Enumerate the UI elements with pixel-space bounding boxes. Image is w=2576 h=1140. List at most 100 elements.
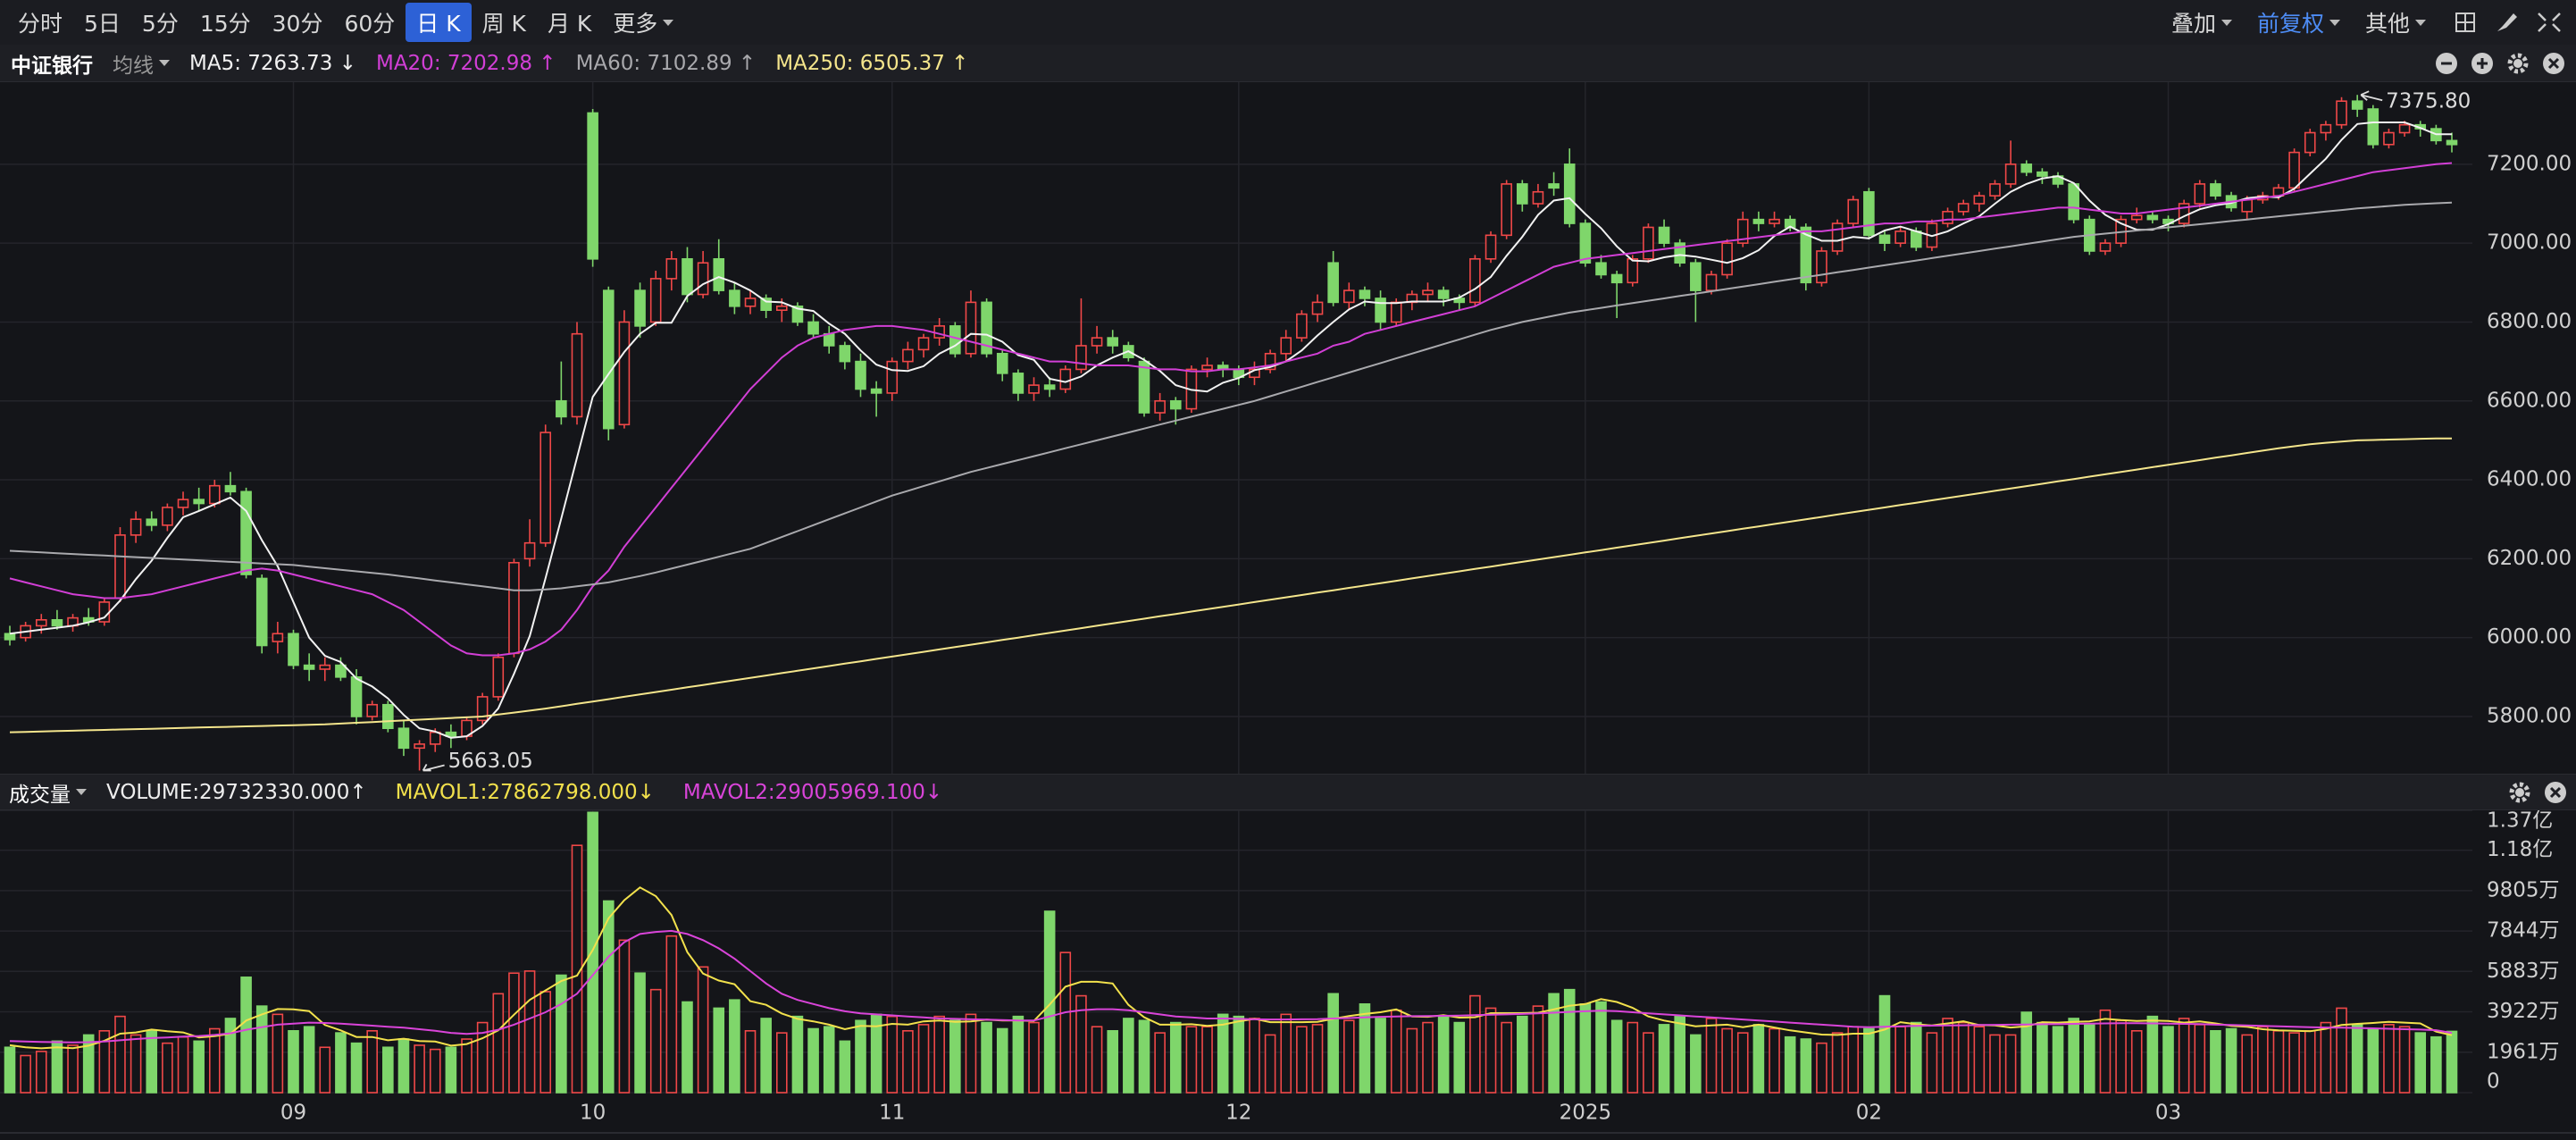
volume-bar [949,1019,961,1094]
toolbar-menu[interactable]: 其他 [2354,3,2437,42]
volume-bar [2336,1007,2347,1094]
volume-bar [445,1046,457,1094]
period-label: 更多 [613,11,658,37]
candle-body [1501,183,1512,237]
indicator-menu[interactable]: 均线 [113,48,170,79]
volume-bar [255,1005,268,1094]
volume-bar [1831,1032,1844,1094]
candle-body [2320,123,2332,134]
pane-close-icon[interactable] [2542,52,2565,75]
candle-body [1091,337,1103,347]
candle-body [2210,183,2221,197]
candle-body [2288,151,2300,189]
candle-body [146,518,158,526]
period-tab[interactable]: 月 K [537,3,602,42]
pane-close-icon[interactable] [2544,781,2567,804]
volume-bar [1028,1021,1040,1094]
candle-body [602,289,615,430]
volume-bar [1942,1018,1953,1094]
pane-gear-icon[interactable] [2506,52,2530,75]
candle-body [1296,313,1308,339]
period-tab[interactable]: 日 K [406,3,472,42]
toolbar-menu[interactable]: 叠加 [2161,3,2243,42]
volume-bar [1107,1030,1119,1094]
candle-body [1469,258,1481,304]
candle-body [114,534,126,599]
volume-bar [319,1046,331,1094]
low-label: 5663.05 [448,750,533,773]
ma-line [9,437,2452,733]
volume-bar [1201,1026,1213,1094]
candle-body [1610,273,1623,284]
candle-body [1563,163,1576,224]
volume-bar [1012,1015,1025,1094]
candle-body [1028,384,1040,394]
period-tab[interactable]: 30分 [262,3,334,42]
volume-bar [1989,1034,2001,1094]
volume-bar [1721,1027,1733,1094]
volume-bar [1437,1015,1450,1094]
candle-body [2367,108,2379,146]
period-tab[interactable]: 分时 [7,3,73,42]
period-tab[interactable]: 60分 [333,3,406,42]
volume-bar [933,1015,945,1094]
pane-plus-icon[interactable] [2471,52,2494,75]
x-tick-label: 09 [280,1102,306,1125]
volume-bar [2272,1030,2285,1094]
candle-body [1043,384,1056,390]
pane-icons [2435,52,2565,75]
candle-body [1847,198,1860,224]
candle-body [2099,242,2112,252]
volume-bar [729,999,740,1094]
candle-body [224,484,237,493]
ma-line [9,929,2453,1044]
pane-minus-icon[interactable] [2435,52,2458,75]
candle-body [1816,250,1827,284]
volume-title[interactable]: 成交量 [9,777,87,808]
candle-body [2020,163,2033,173]
volume-bar [1249,1018,1260,1094]
period-tab[interactable]: 更多 [602,3,684,42]
candle-body [539,432,552,544]
volume-bar [649,988,662,1094]
volume-bar [1123,1018,1134,1094]
candle-body [1579,222,1592,264]
volume-bar [1233,1015,1245,1094]
volume-bar [2288,1032,2300,1094]
period-label: 月 K [547,11,592,37]
period-tab[interactable]: 5日 [73,3,131,42]
candle-body [162,507,173,526]
volume-header: 成交量 VOLUME:29732330.000↑ MAVOL1:27862798.0… [0,774,2576,810]
pane-gear-icon[interactable] [2508,781,2531,804]
volume-bar [1406,1027,1418,1094]
volume-bar [1595,1001,1607,1094]
toolbar-icons[interactable] [2453,9,2569,36]
toolbar-menu[interactable]: 前复权 [2246,3,2351,42]
candle-body [1327,262,1339,304]
volume-bar [1138,1019,1150,1094]
volume-bar [1217,1013,1229,1094]
volume-bar [1075,994,1087,1094]
volume-bar [1422,1021,1434,1094]
candle-body [649,278,662,323]
y-tick-label: 7844万 [2487,919,2560,943]
y-tick-label: 6800.00 [2487,310,2572,333]
candle-body [1201,365,1213,371]
volume-bar [1517,1015,1528,1094]
period-label: 30分 [272,11,323,37]
volume-bar [2446,1030,2458,1094]
period-tab[interactable]: 周 K [472,3,537,42]
volume-bar [855,1019,866,1094]
volume-bar [1610,1019,1623,1094]
volume-bar [2068,1018,2079,1094]
legend-entry: MA5: 7263.73 ↓ [189,51,356,75]
period-tab[interactable]: 15分 [189,3,262,42]
dropdown-caret [2329,19,2340,26]
period-tab[interactable]: 5分 [131,3,189,42]
candle-body [476,696,489,722]
candle-body [1138,360,1150,414]
candle-body [2304,131,2316,154]
candle-body [902,348,914,363]
